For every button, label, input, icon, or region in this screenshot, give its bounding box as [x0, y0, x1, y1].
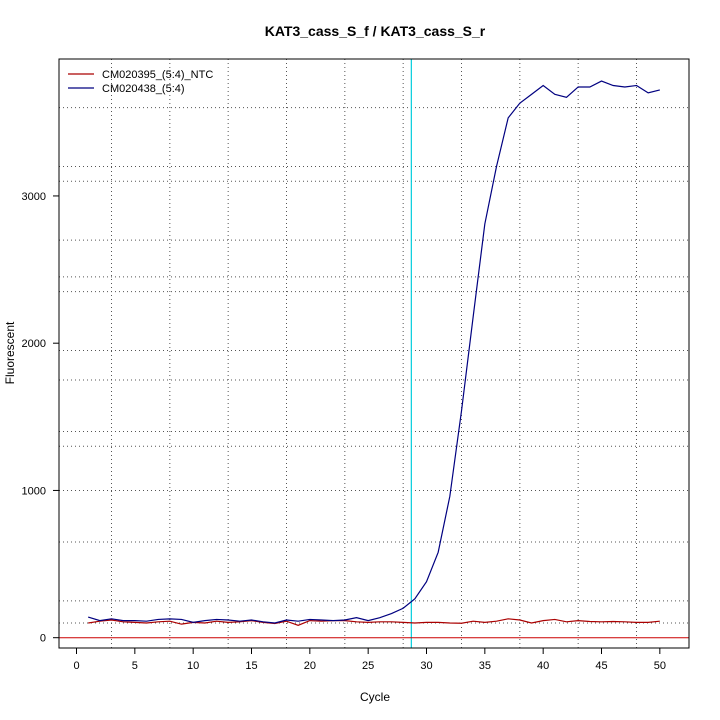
reference-lines: [59, 59, 689, 648]
x-tick-label: 10: [187, 660, 199, 672]
chart-title: KAT3_cass_S_f / KAT3_cass_S_r: [265, 23, 486, 39]
plot-frame: [58, 58, 690, 649]
y-tick-label: 3000: [22, 191, 46, 203]
x-tick-label: 20: [304, 660, 316, 672]
y-tick-label: 1000: [22, 485, 46, 497]
x-tick-label: 50: [654, 660, 666, 672]
grid: [59, 59, 689, 648]
x-tick-label: 0: [73, 660, 79, 672]
x-tick-label: 30: [420, 660, 432, 672]
series-lines: [87, 80, 660, 626]
x-axis-label: Cycle: [360, 690, 390, 704]
legend: CM020395_(5:4)_NTC CM020438_(5:4): [68, 69, 213, 95]
x-tick-label: 35: [479, 660, 491, 672]
y-tick-label: 2000: [22, 338, 46, 350]
legend-label-2: CM020438_(5:4): [102, 83, 185, 95]
series-line-1: [88, 618, 660, 626]
y-tick-label: 0: [40, 633, 46, 645]
x-tick-label: 40: [537, 660, 549, 672]
x-tick-label: 25: [362, 660, 374, 672]
legend-label-1: CM020395_(5:4)_NTC: [102, 69, 213, 81]
series-line-2: [87, 80, 660, 624]
y-axis-label: Fluorescent: [3, 321, 17, 384]
y-axis: 0 1000 2000 3000: [22, 191, 59, 645]
x-tick-label: 15: [245, 660, 257, 672]
x-axis: 0 5 10 15 20 25 30 35 40 45 50: [73, 648, 666, 672]
x-tick-label: 45: [595, 660, 607, 672]
x-tick-label: 5: [132, 660, 138, 672]
